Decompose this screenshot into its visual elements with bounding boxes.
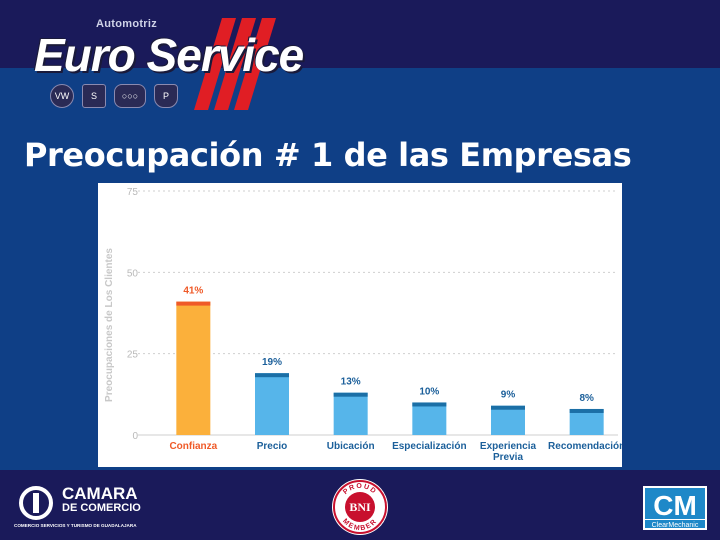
cm-name: ClearMechanic	[652, 522, 699, 529]
bni-badge: PROUD MEMBER BNI	[332, 479, 388, 535]
bar-cap	[176, 301, 211, 306]
porsche-logo-icon: P	[154, 84, 178, 108]
bar	[255, 373, 289, 435]
data-label: 8%	[579, 393, 594, 404]
seat-logo-icon: S	[82, 84, 106, 108]
y-tick-label: 25	[127, 350, 139, 361]
bar	[412, 402, 447, 435]
x-tick-label: Especialización	[392, 441, 466, 452]
bar	[176, 301, 211, 435]
camara-title-line1: CAMARA	[62, 484, 138, 503]
bar	[569, 408, 604, 435]
logo-stripes-icon	[194, 18, 276, 110]
x-tick-label: Experiencia	[480, 441, 537, 452]
bar-chart: 0 25 50 75 Preocupaciones de Los Clientes 41%…	[104, 187, 625, 463]
header-bar	[0, 0, 720, 68]
euro-service-logo: Automotriz Euro Service VW S ○○○ P	[34, 18, 324, 110]
bar	[491, 405, 525, 435]
data-label: 13%	[341, 377, 361, 388]
bar-cap	[333, 392, 368, 397]
bar-cap	[569, 408, 604, 413]
y-tick-label: 75	[127, 187, 139, 198]
x-tick-label: Ubicación	[327, 441, 375, 452]
camara-emblem-icon	[19, 486, 53, 520]
bar	[333, 392, 368, 435]
bar-cap	[491, 405, 525, 410]
camara-title-line2: DE COMERCIO	[62, 502, 141, 514]
x-tick-label: Confianza	[169, 441, 217, 452]
x-tick-label: Precio	[257, 441, 288, 452]
camara-comercio-logo: CAMARA DE COMERCIO COMERCIO SERVICIOS Y …	[14, 485, 154, 533]
data-label: 9%	[501, 390, 516, 401]
chart-panel: 0 25 50 75 Preocupaciones de Los Clientes 41%…	[98, 183, 625, 467]
logo-main-text: Euro Service	[34, 29, 304, 81]
data-label: 19%	[262, 357, 282, 368]
bni-center-text: BNI	[349, 500, 371, 514]
logo-top-text: Automotriz	[96, 18, 158, 30]
bar-cap	[255, 373, 289, 378]
x-tick-label: Recomendación	[548, 441, 622, 452]
vw-logo-icon: VW	[50, 84, 74, 108]
camara-subtitle: COMERCIO SERVICIOS Y TURISMO DE GUADALAJ…	[14, 523, 137, 528]
x-tick-label: Previa	[493, 452, 523, 463]
data-label: 10%	[419, 386, 439, 397]
brand-icons-row: VW S ○○○ P	[50, 84, 178, 108]
y-axis-label: Preocupaciones de Los Clientes	[104, 248, 115, 402]
y-tick-label: 50	[127, 268, 139, 279]
y-tick-label: 0	[132, 431, 138, 442]
cm-letters: CM	[653, 490, 697, 521]
bar-cap	[412, 402, 447, 407]
audi-logo-icon: ○○○	[114, 84, 146, 108]
data-label: 41%	[183, 286, 203, 297]
slide-title: Preocupación # 1 de las Empresas	[24, 136, 632, 174]
clearmechanic-logo: CM ClearMechanic	[643, 486, 707, 530]
camara-title: CAMARA DE COMERCIO	[62, 484, 141, 514]
